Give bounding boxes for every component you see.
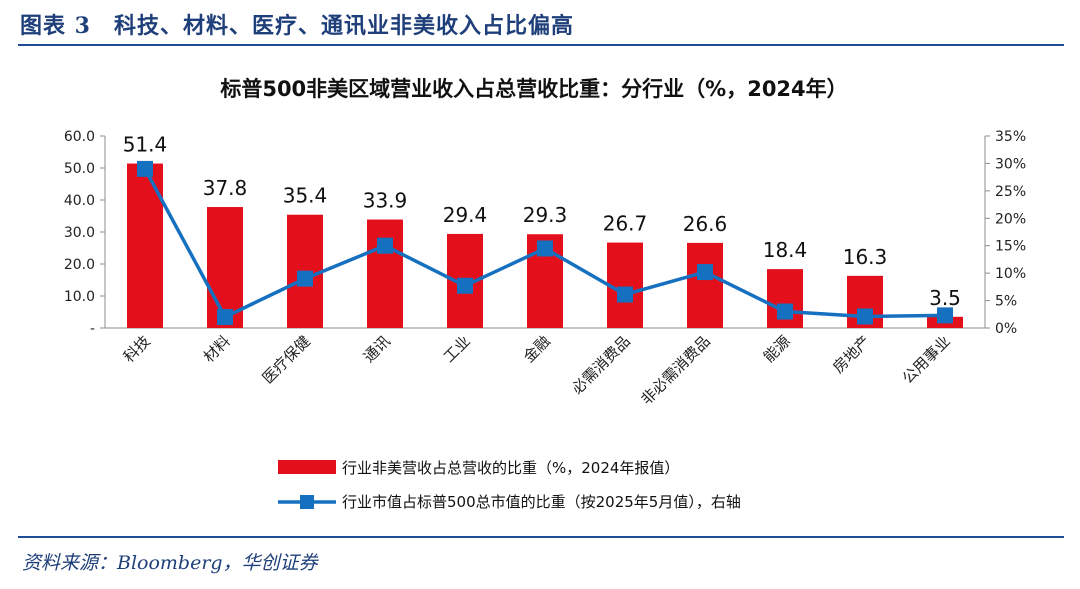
legend-line-marker	[300, 495, 314, 509]
bar-data-label: 3.5	[929, 286, 961, 310]
right-axis-tick-label: 30%	[995, 156, 1026, 172]
top-rule	[18, 44, 1064, 46]
left-axis-tick-label: 30.0	[64, 225, 95, 241]
legend-bar-swatch	[278, 460, 336, 474]
bar-data-label: 26.6	[683, 212, 728, 236]
legend-bar-label: 行业非美营收占总营收的比重（%，2024年报值）	[342, 459, 679, 477]
right-axis-tick-label: 5%	[995, 294, 1017, 310]
figure-header: 图表 3 科技、材料、医疗、通讯业非美收入占比偏高	[0, 0, 1080, 46]
legend-line-label: 行业市值占标普500总市值的比重（按2025年5月值），右轴	[342, 493, 741, 511]
line-point-工业	[457, 277, 473, 294]
x-category-label: 公用事业	[899, 332, 954, 387]
bottom-rule	[18, 536, 1064, 538]
x-category-label: 医疗保健	[259, 332, 314, 387]
line-point-能源	[777, 303, 793, 320]
right-axis-tick-label: 35%	[995, 129, 1026, 145]
bar-科技	[127, 163, 163, 328]
line-point-材料	[217, 309, 233, 326]
x-category-label: 工业	[440, 332, 474, 366]
bar-data-label: 51.4	[123, 133, 168, 157]
left-axis-tick-label: 40.0	[64, 193, 95, 209]
bar-data-label: 33.9	[363, 189, 408, 213]
bar-材料	[207, 207, 243, 328]
x-category-label: 非必需消费品	[637, 332, 713, 408]
line-point-金融	[537, 240, 553, 257]
line-point-科技	[137, 160, 153, 177]
x-category-label: 材料	[200, 332, 234, 366]
source-note: 资料来源：Bloomberg，华创证券	[22, 552, 318, 574]
line-point-公用事业	[937, 307, 953, 324]
right-axis-tick-label: 15%	[995, 239, 1026, 255]
bar-data-label: 18.4	[763, 238, 808, 262]
bar-通讯	[367, 219, 403, 328]
x-category-label: 能源	[760, 332, 794, 366]
right-axis-tick-label: 0%	[995, 321, 1017, 337]
right-axis-tick-label: 20%	[995, 211, 1026, 227]
bar-data-label: 16.3	[843, 245, 888, 269]
left-axis-tick-label: -	[90, 321, 95, 337]
line-point-房地产	[857, 308, 873, 325]
left-axis-tick-label: 60.0	[64, 129, 95, 145]
bar-data-label: 29.4	[443, 203, 488, 227]
figure-title: 图表 3 科技、材料、医疗、通讯业非美收入占比偏高	[20, 13, 574, 39]
left-axis-tick-label: 20.0	[64, 257, 95, 273]
bar-data-label: 35.4	[283, 184, 328, 208]
x-category-label: 金融	[520, 332, 554, 366]
line-point-医疗保健	[297, 270, 313, 287]
x-category-label: 房地产	[829, 332, 874, 377]
bar-必需消费品	[607, 242, 643, 328]
x-category-label: 科技	[120, 332, 154, 366]
right-axis-tick-label: 10%	[995, 266, 1026, 282]
bar-data-label: 37.8	[203, 176, 248, 200]
bar-data-label: 26.7	[603, 212, 648, 236]
right-axis-tick-label: 25%	[995, 184, 1026, 200]
left-axis-tick-label: 50.0	[64, 161, 95, 177]
bar-data-label: 29.3	[523, 203, 568, 227]
bar-非必需消费品	[687, 242, 723, 328]
line-point-非必需消费品	[697, 264, 713, 281]
left-axis-tick-label: 10.0	[64, 289, 95, 305]
line-point-通讯	[377, 237, 393, 254]
x-category-label: 必需消费品	[568, 332, 634, 398]
x-category-label: 通讯	[360, 332, 394, 366]
line-point-必需消费品	[617, 286, 633, 303]
chart-title: 标普500非美区域营业收入占总营收比重：分行业（%，2024年）	[220, 77, 847, 101]
